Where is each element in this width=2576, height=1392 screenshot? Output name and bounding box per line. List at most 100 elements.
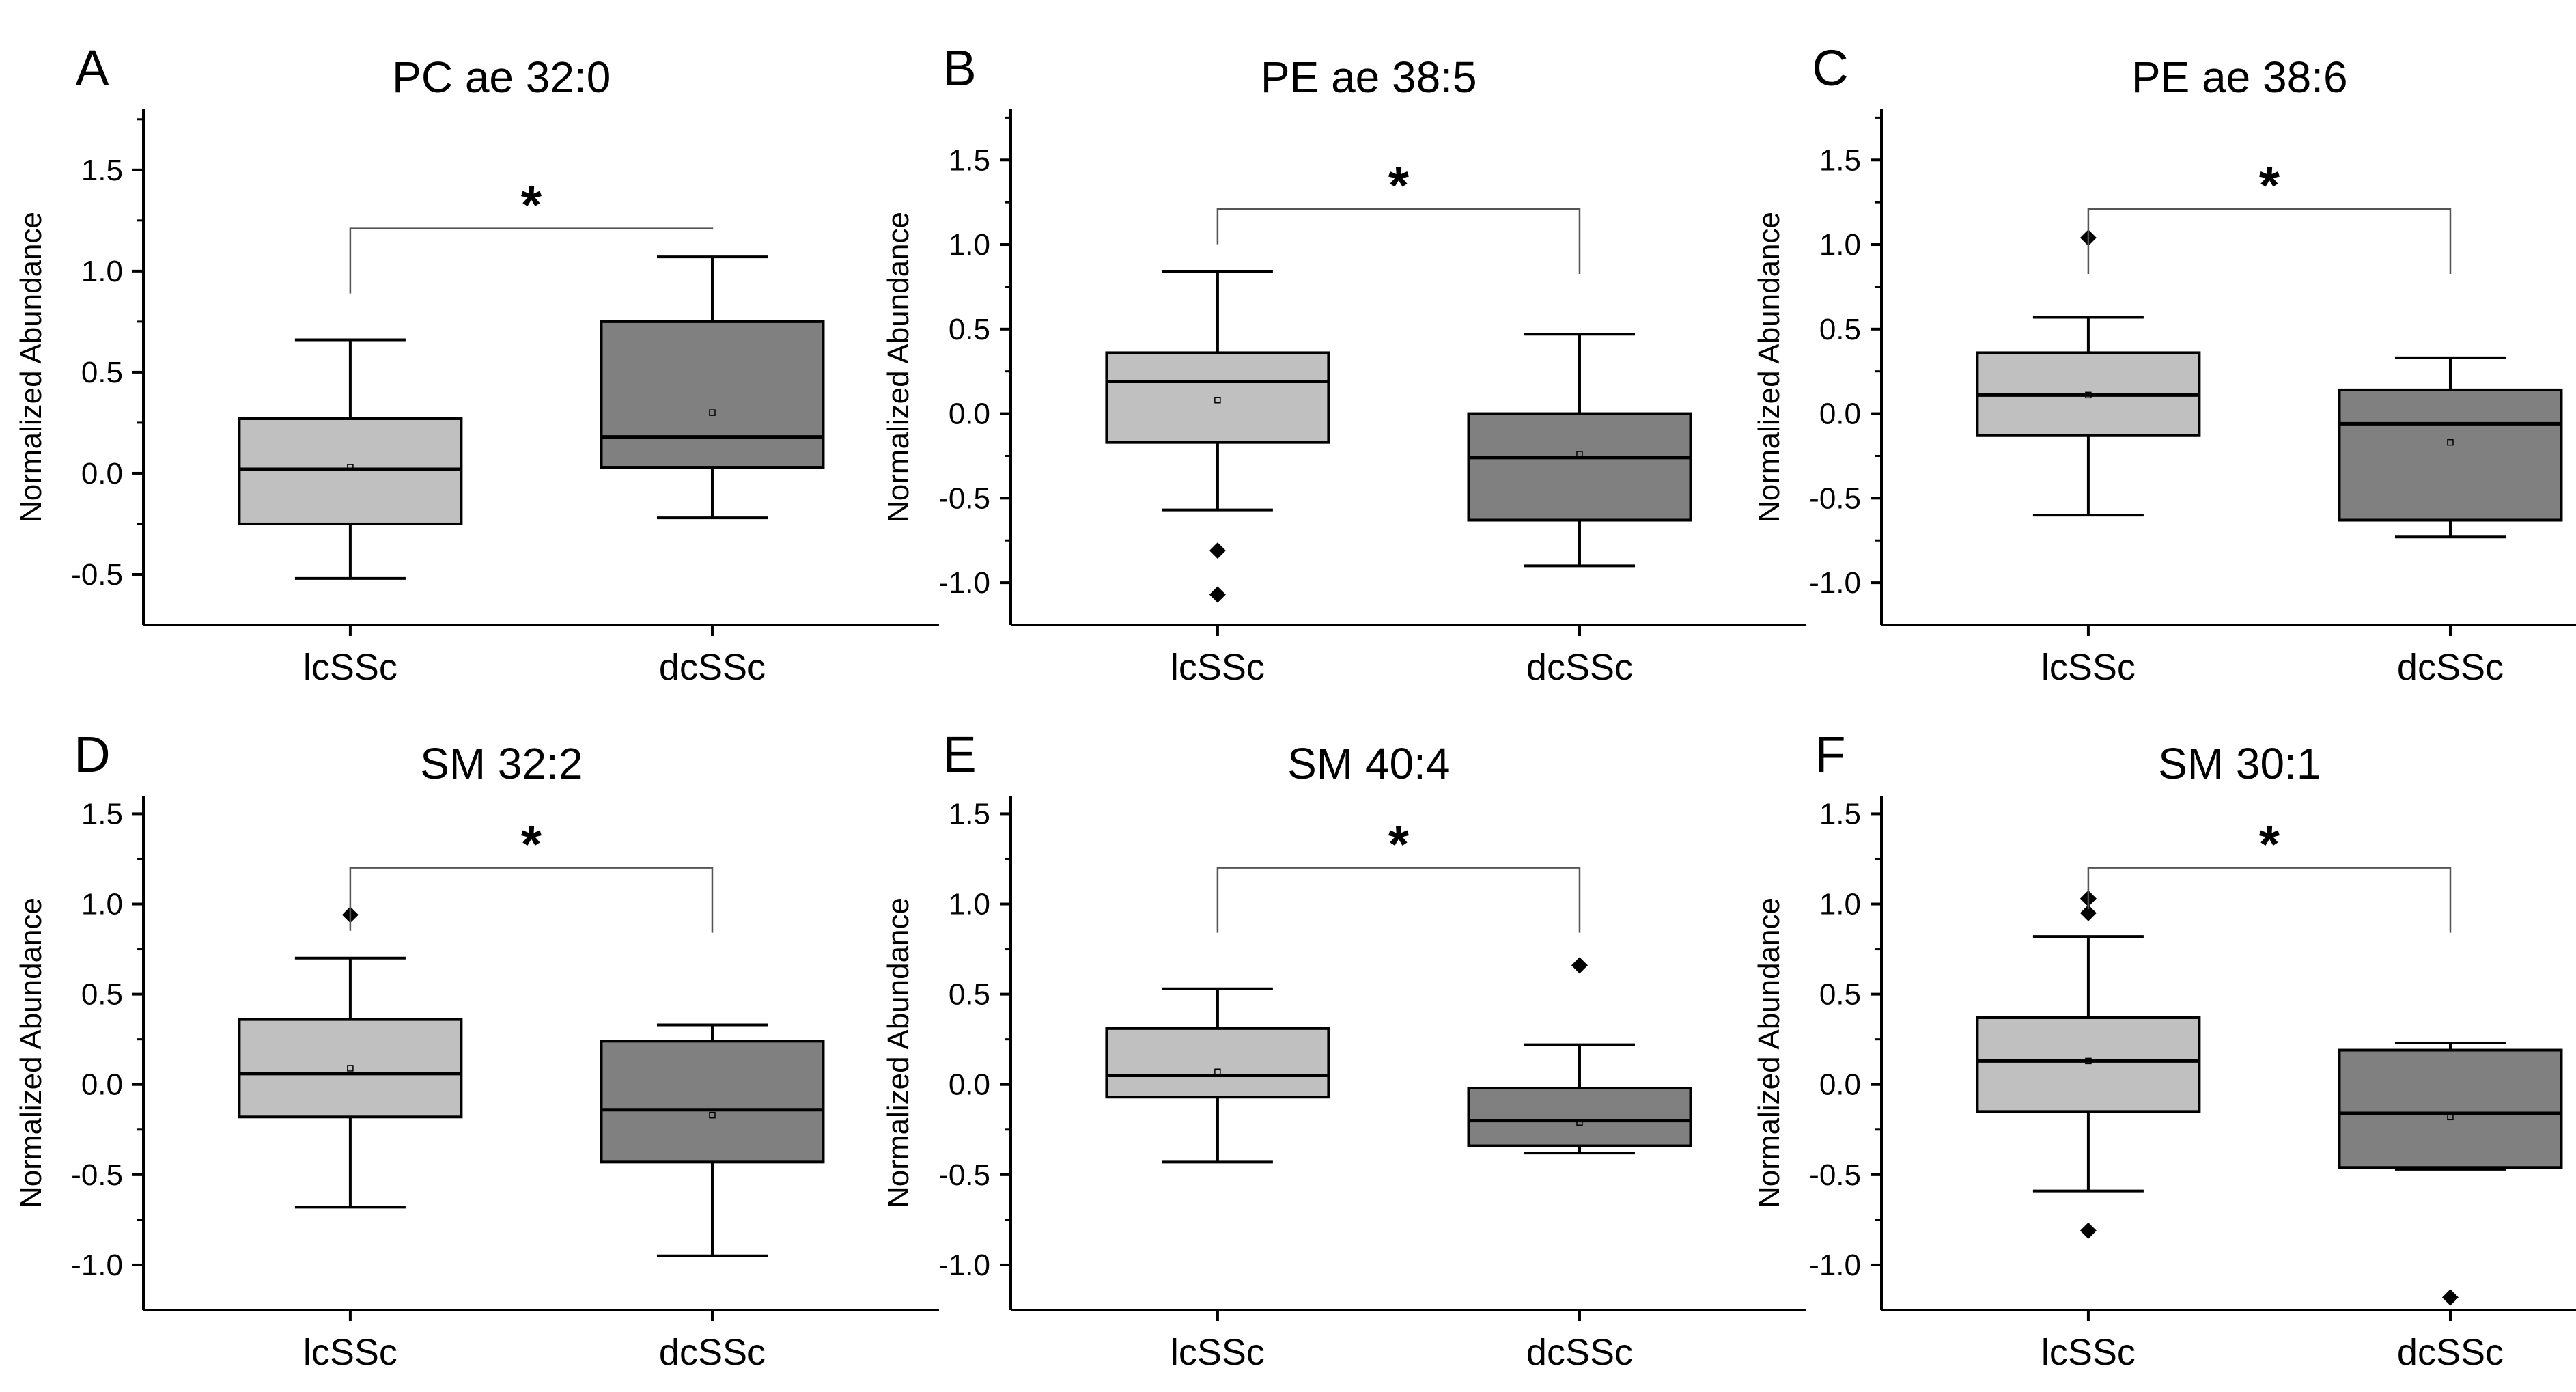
box-lcssc [1976, 229, 2201, 517]
significance-bracket [349, 867, 714, 933]
y-tick-label: 0.5 [949, 978, 990, 1012]
mean-marker [2085, 1057, 2092, 1065]
panel-letter: C [1812, 40, 1848, 96]
panel-title: SM 40:4 [1287, 739, 1450, 788]
significance-bracket [349, 227, 714, 294]
box-dcssc [600, 255, 825, 520]
y-tick-label: 1.5 [1819, 797, 1861, 831]
y-tick-label: 0.0 [81, 457, 123, 490]
y-tick-label: 0.5 [1819, 313, 1861, 346]
mean-marker [2447, 439, 2454, 446]
y-tick-label: -1.0 [938, 1249, 990, 1282]
panel-letter: F [1815, 726, 1845, 783]
significance-bracket [1216, 867, 1581, 933]
x-tick-label-lcssc: lcSSc [1171, 647, 1265, 688]
y-tick-label: 0.0 [1819, 398, 1861, 431]
y-tick-label: -0.5 [938, 482, 990, 515]
y-tick-label: 0.5 [81, 978, 123, 1012]
y-tick-label: 1.5 [949, 797, 990, 831]
x-tick-label-dcssc: dcSSc [659, 1332, 766, 1373]
box-dcssc [2338, 1041, 2563, 1306]
y-axis-label: Normalized Abundance [1752, 897, 1786, 1208]
mean-marker [1214, 397, 1221, 404]
significance-star: * [1388, 814, 1410, 874]
y-tick-label: -1.0 [71, 1249, 123, 1282]
outlier-point [1571, 957, 1588, 974]
y-tick-label: -0.5 [71, 558, 123, 591]
iqr-box [1467, 1087, 1692, 1147]
iqr-box [1105, 1027, 1330, 1099]
y-tick-label: 1.0 [81, 888, 123, 921]
y-tick-label: 1.5 [81, 154, 123, 187]
y-tick-label: -0.5 [938, 1158, 990, 1192]
mean-marker [1576, 451, 1583, 458]
box-dcssc [600, 1023, 825, 1257]
y-tick-label: -0.5 [1809, 482, 1861, 515]
x-tick-label-lcssc: lcSSc [1171, 1332, 1265, 1373]
y-tick-label: 1.0 [1819, 888, 1861, 921]
mean-marker [1214, 1068, 1221, 1075]
panel-title: SM 30:1 [2158, 739, 2321, 788]
significance-star: * [521, 175, 542, 235]
panel-letter: B [942, 40, 976, 96]
x-tick-label-lcssc: lcSSc [2041, 1332, 2136, 1373]
y-tick-label: 1.5 [1819, 143, 1861, 177]
mean-marker [347, 1065, 354, 1072]
significance-star: * [521, 814, 542, 874]
y-tick-label: 1.0 [1819, 228, 1861, 262]
y-axis-label: Normalized Abundance [882, 212, 915, 523]
box-dcssc [2338, 356, 2563, 539]
y-tick-label: -0.5 [1809, 1158, 1861, 1192]
x-tick-label-lcssc: lcSSc [303, 1332, 397, 1373]
mean-marker [709, 1111, 716, 1119]
significance-star: * [1388, 155, 1410, 215]
y-tick-label: 0.5 [949, 313, 990, 346]
significance-star: * [2259, 155, 2280, 215]
y-tick-label: 1.0 [949, 228, 990, 262]
box-dcssc [1467, 957, 1692, 1155]
box-lcssc [238, 906, 463, 1209]
mean-marker [347, 464, 354, 471]
iqr-box [600, 320, 825, 469]
outlier-point [1209, 586, 1226, 603]
y-tick-label: 0.0 [949, 1068, 990, 1102]
significance-bracket [2087, 208, 2452, 275]
significance-star: * [2259, 814, 2280, 874]
panel-d: D SM 32:2 -1.0 -0.5 0.0 0.5 1.0 1.5 Normalized A… [14, 726, 939, 1373]
y-tick-label: 0.0 [1819, 1068, 1861, 1102]
y-tick-label: 1.5 [81, 797, 123, 831]
y-tick-label: -1.0 [1809, 566, 1861, 600]
x-tick-label-dcssc: dcSSc [2397, 647, 2504, 688]
iqr-box [2338, 388, 2563, 522]
y-tick-label: 0.0 [81, 1068, 123, 1102]
panel-b: B PE ae 38:5 -1.0 -0.5 0.0 0.5 1.0 1.5 Normalize… [882, 40, 1806, 688]
y-tick-label: 0.0 [949, 398, 990, 431]
outlier-point [2080, 904, 2097, 921]
iqr-box [238, 1018, 463, 1119]
box-lcssc [1976, 890, 2201, 1239]
y-tick-label: -1.0 [1809, 1249, 1861, 1282]
significance-bracket [1216, 208, 1581, 275]
panel-c: C PE ae 38:6 -1.0 -0.5 0.0 0.5 1.0 1.5 Normalize… [1752, 40, 2576, 688]
iqr-box [2338, 1048, 2563, 1169]
mean-marker [709, 409, 716, 416]
panel-a: A PC ae 32:0 -0.5 0.0 0.5 1.0 1.5 Normalized Ab… [14, 40, 939, 688]
box-lcssc [1105, 270, 1330, 603]
box-lcssc [238, 338, 463, 580]
y-tick-label: 1.0 [949, 888, 990, 921]
x-tick-label-dcssc: dcSSc [1526, 1332, 1633, 1373]
iqr-box [238, 417, 463, 525]
panel-e: E SM 40:4 -1.0 -0.5 0.0 0.5 1.0 1.5 Normalized A… [882, 726, 1806, 1373]
y-tick-label: -1.0 [938, 566, 990, 600]
panel-title: SM 32:2 [420, 739, 583, 788]
x-tick-label-dcssc: dcSSc [659, 647, 766, 688]
y-tick-label: 0.5 [1819, 978, 1861, 1012]
mean-marker [1576, 1119, 1583, 1126]
y-tick-label: 0.5 [81, 356, 123, 389]
x-tick-label-lcssc: lcSSc [303, 647, 397, 688]
mean-marker [2447, 1113, 2454, 1121]
significance-bracket [2087, 867, 2452, 933]
iqr-box [1467, 412, 1692, 522]
panel-letter: E [942, 726, 976, 783]
box-dcssc [1467, 333, 1692, 568]
